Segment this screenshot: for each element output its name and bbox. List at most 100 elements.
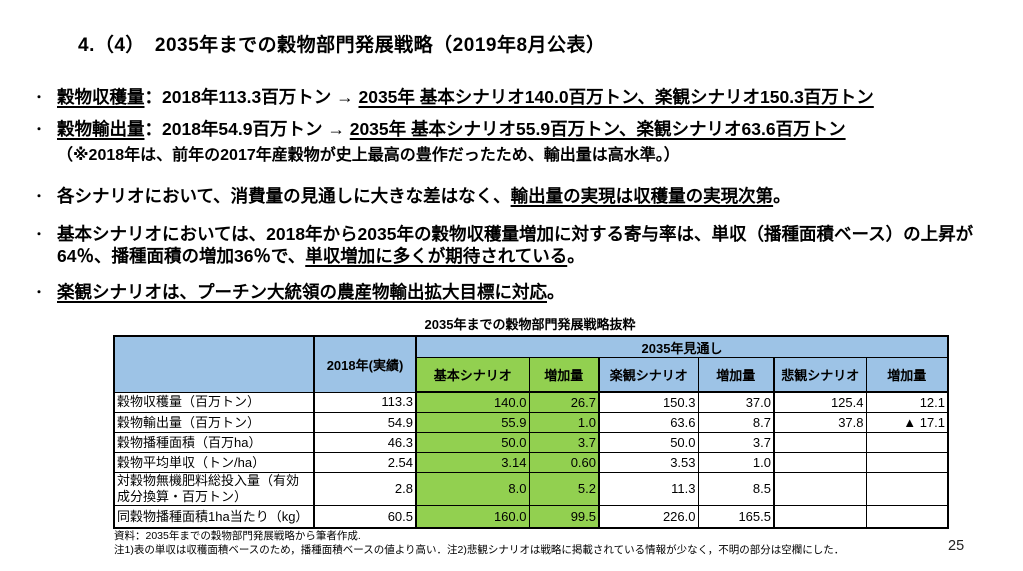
table-cell: 60.5 [313,505,417,529]
underlined-text: 楽観シナリオは、プーチン大統領の農産物輸出拡大目標に対応 [57,282,547,302]
footer-notes: 資料：2035年までの穀物部門発展戦略から筆者作成. 注1)表の単収は収穫面積ベ… [114,530,844,557]
table-cell: 160.0 [415,505,530,529]
underlined-text: 単収増加に多くが期待されている [305,246,568,266]
bullet-item: ・基本シナリオにおいては、2018年から2035年の穀物収穫量増加に対する寄与率… [33,223,993,267]
text-segment: （※2018年は、前年の2017年産穀物が史上最高の豊作だったため、輸出量は高水… [57,147,680,164]
table-cell: 3.53 [598,452,699,473]
table-corner-cell [113,335,315,393]
table-cell [865,452,949,473]
text-segment: 各シナリオにおいて、消費量の見通しに大きな差はなく、 [57,186,511,206]
table-header-row-scenarios: 基本シナリオ 増加量 楽観シナリオ 増加量 悲観シナリオ 増加量 [114,357,949,393]
text-segment: 基本シナリオにおいては、2018年から2035年の穀物収穫量増加に対する寄与率は… [57,224,974,266]
underlined-text: 穀物輸出量 [57,119,145,139]
bullet-item: ・穀物輸出量：2018年54.9百万トン → 2035年 基本シナリオ55.9百… [33,118,993,140]
column-header-outlook: 2035年見通し [414,335,949,358]
row-label: 穀物収穫量（百万トン） [113,391,315,413]
table-cell: 125.4 [773,391,867,413]
table-cell [773,472,867,506]
bullet-dot: ・ [33,285,46,299]
table-cell: 26.7 [528,391,600,413]
text-segment: ：2018年54.9百万トン → [144,119,350,139]
table-cell: 12.1 [865,391,949,413]
underlined-text: 2035年 基本シナリオ140.0百万トン、楽観シナリオ150.3百万トン [358,87,874,107]
bullet-note: （※2018年は、前年の2017年産穀物が史上最高の豊作だったため、輸出量は高水… [33,146,993,166]
table-cell: 226.0 [598,505,699,529]
table-body: 穀物収穫量（百万トン） 113.3 140.0 26.7 150.3 37.0 125.4 1… [113,391,949,529]
bullet-text: 各シナリオにおいて、消費量の見通しに大きな差はなく、輸出量の実現は収穫量の実現次… [57,185,993,207]
underlined-text: 輸出量の実現は収穫量の実現次第 [510,186,774,206]
bullet-item: ・各シナリオにおいて、消費量の見通しに大きな差はなく、輸出量の実現は収穫量の実現… [33,185,993,207]
table-cell: 8.0 [415,472,530,506]
bullet-dot: ・ [33,189,46,203]
bullet-dot: ・ [33,90,46,104]
table-cell: 2.8 [313,472,417,506]
table-cell: 37.0 [697,391,775,413]
scenario-column-header: 増加量 [697,357,775,393]
table-cell [773,432,867,453]
table-cell [865,472,949,506]
footnote: 注1)表の単収は収穫面積ベースのため，播種面積ベースの値より高い．注2)悲観シナ… [114,543,845,556]
slide-title: 4.（4） 2035年までの穀物部門発展戦略（2019年8月公表） [78,35,606,56]
table-cell: 150.3 [598,391,699,413]
bullet-item: ・穀物収穫量：2018年113.3百万トン → 2035年 基本シナリオ140.… [33,86,993,108]
table-row: 穀物輸出量（百万トン） 54.9 55.9 1.0 63.6 8.7 37.8 ▲ 17.1 [113,412,949,433]
bullet-list: ・穀物収穫量：2018年113.3百万トン → 2035年 基本シナリオ140.… [33,86,993,303]
table-cell: 8.7 [697,412,775,433]
table-cell: 1.0 [528,412,600,433]
text-segment: 。 [567,246,585,266]
scenario-column-header: 悲観シナリオ [773,357,867,393]
table-header-row-top: 2018年(実績) 2035年見通し [113,335,949,393]
table-cell: 113.3 [313,391,417,413]
bullet-text: 楽観シナリオは、プーチン大統領の農産物輸出拡大目標に対応。 [57,281,993,303]
table-cell [865,505,949,529]
table-cell: 3.14 [415,452,530,473]
table-cell: 11.3 [598,472,699,506]
table-cell: 37.8 [773,412,867,433]
table-row: 穀物収穫量（百万トン） 113.3 140.0 26.7 150.3 37.0 125.4 1… [113,391,949,413]
table-cell: 165.5 [697,505,775,529]
table-cell [773,505,867,529]
scenario-column-header: 増加量 [528,357,600,393]
table-cell: 8.5 [697,472,775,506]
bullet-item: ・楽観シナリオは、プーチン大統領の農産物輸出拡大目標に対応。 [33,281,993,303]
text-segment: 。 [773,186,791,206]
table-cell: 140.0 [415,391,530,413]
row-label: 穀物輸出量（百万トン） [113,412,315,433]
table-cell: 3.7 [697,432,775,453]
bullet-text: 穀物輸出量：2018年54.9百万トン → 2035年 基本シナリオ55.9百万… [57,118,993,140]
table-cell: 46.3 [313,432,417,453]
table-cell: 5.2 [528,472,600,506]
bullet-text: （※2018年は、前年の2017年産穀物が史上最高の豊作だったため、輸出量は高水… [57,146,993,166]
row-label: 同穀物播種面積1ha当たり（kg） [113,505,315,529]
table-cell: 54.9 [313,412,417,433]
row-label: 対穀物無機肥料総投入量（有効成分換算・百万トン） [113,472,315,506]
row-label: 穀物平均単収（トン/ha） [113,452,315,473]
table-cell: 50.0 [598,432,699,453]
bullet-dot: ・ [33,227,46,241]
table-area: 2035年までの穀物部門発展戦略抜粋 2018年(実績) 2035年見通し 基本… [113,314,950,529]
table-cell: 3.7 [528,432,600,453]
bullet-dot: ・ [33,122,46,136]
table-cell [773,452,867,473]
table-cell: 63.6 [598,412,699,433]
bullet-text: 基本シナリオにおいては、2018年から2035年の穀物収穫量増加に対する寄与率は… [57,223,993,267]
underlined-text: 穀物収穫量 [57,87,145,107]
scenario-column-header: 増加量 [865,357,949,393]
text-segment: ：2018年113.3百万トン → [144,87,359,107]
table-cell: ▲ 17.1 [865,412,949,433]
scenario-column-header: 楽観シナリオ [598,357,699,393]
source-note: 資料：2035年までの穀物部門発展戦略から筆者作成. [114,530,361,542]
table-title: 2035年までの穀物部門発展戦略抜粋 [424,317,636,332]
table-row: 穀物平均単収（トン/ha） 2.54 3.14 0.60 3.53 1.0 [113,452,949,473]
table-cell: 2.54 [313,452,417,473]
table-row: 同穀物播種面積1ha当たり（kg） 60.5 160.0 99.5 226.0 165.5 [113,505,949,529]
table-cell: 1.0 [697,452,775,473]
bullet-text: 穀物収穫量：2018年113.3百万トン → 2035年 基本シナリオ140.0… [57,86,993,108]
table-cell [865,432,949,453]
underlined-text: 2035年 基本シナリオ55.9百万トン、楽観シナリオ63.6百万トン [349,119,846,139]
table-cell: 50.0 [415,432,530,453]
table-cell: 0.60 [528,452,600,473]
table-cell: 55.9 [415,412,530,433]
table-row: 対穀物無機肥料総投入量（有効成分換算・百万トン） 2.8 8.0 5.2 11.3 8.5 [113,472,949,506]
